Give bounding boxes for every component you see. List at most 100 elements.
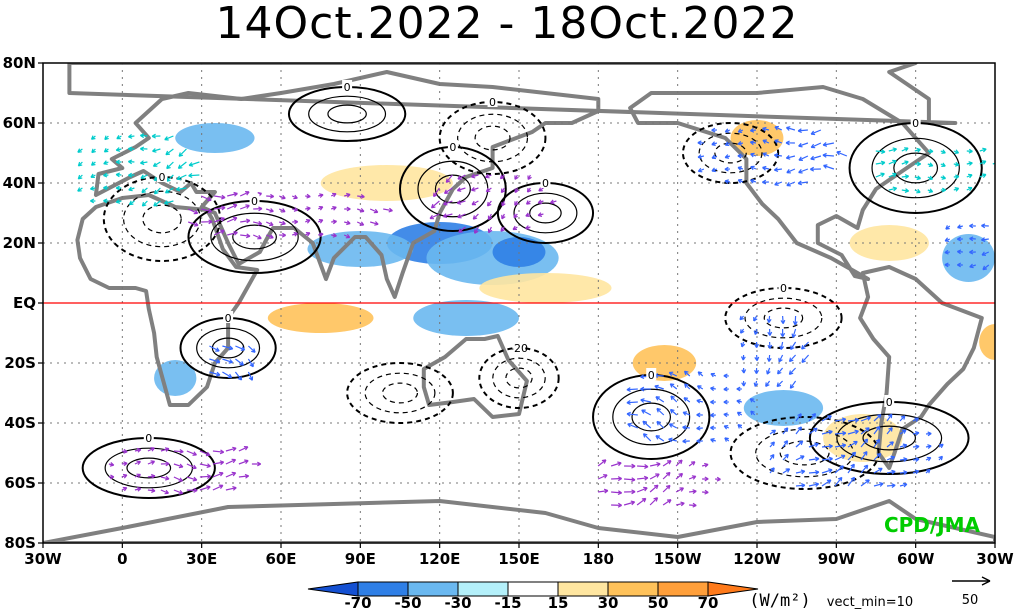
- vector-arrow: [914, 147, 921, 153]
- vector-arrow: [251, 461, 262, 467]
- vector-arrow: [969, 249, 976, 255]
- vector-arrow: [90, 161, 96, 166]
- vector-arrow: [199, 450, 211, 457]
- vector-arrow: [525, 225, 531, 230]
- vector-arrow: [668, 423, 678, 429]
- vector-arrow: [549, 199, 557, 205]
- contour-solid-2: [529, 202, 562, 224]
- contour-label-bg: [646, 368, 657, 380]
- contour-dashed-13: [779, 440, 830, 466]
- vector-arrow: [810, 142, 822, 149]
- contour-label-bg: [249, 194, 260, 206]
- vector-arrow: [443, 187, 453, 194]
- vector-arrow: [979, 160, 987, 165]
- vector-arrow: [798, 168, 809, 174]
- vector-arrow: [626, 387, 638, 392]
- colorbar-level-label: 50: [648, 594, 669, 612]
- vector-arrow: [696, 385, 704, 390]
- vector-arrow: [357, 194, 365, 199]
- vector-arrow: [736, 411, 743, 417]
- vector-arrow: [649, 484, 659, 493]
- vector-arrow: [901, 147, 909, 152]
- lat-tick-label: 80S: [4, 534, 36, 552]
- vector-arrow: [966, 161, 973, 166]
- vector-arrow: [810, 155, 822, 161]
- vector-arrow: [750, 410, 756, 416]
- vector-arrow: [103, 160, 109, 165]
- contour-dashed-14: [714, 142, 747, 164]
- vector-arrow: [370, 221, 379, 226]
- vector-arrow: [711, 141, 718, 146]
- vector-arrow: [944, 249, 950, 255]
- vector-arrow: [187, 208, 199, 215]
- vector-arrow: [611, 502, 623, 508]
- vector-arrow: [116, 134, 122, 140]
- lon-tick-label: 150E: [498, 550, 540, 568]
- vector-arrow: [776, 380, 784, 388]
- vector-arrow: [115, 147, 122, 152]
- colorbar-level-label: -50: [394, 594, 421, 612]
- colorbar-level-label: -30: [444, 594, 471, 612]
- vector-arrow: [139, 146, 148, 152]
- vector-arrow: [344, 192, 351, 198]
- contour-label-bg: [910, 116, 921, 128]
- vector-arrow: [953, 149, 960, 154]
- vector-arrow: [940, 149, 946, 154]
- vector-arrow: [753, 315, 758, 322]
- vector-arrow: [914, 188, 921, 194]
- vector-arrow: [343, 233, 351, 239]
- vector-arrow: [795, 426, 802, 435]
- vector-scale-value: 50: [962, 593, 979, 608]
- vector-arrow: [240, 218, 251, 224]
- vector-arrow: [213, 229, 225, 236]
- coastline-greenland: [67, 63, 958, 125]
- vector-arrow: [940, 175, 947, 180]
- vector-arrow: [212, 484, 224, 491]
- vector-arrow: [723, 425, 730, 430]
- vector-arrow: [944, 237, 951, 242]
- vector-arrow: [914, 175, 922, 181]
- vector-arrow: [597, 459, 607, 467]
- lon-tick-label: 120W: [733, 550, 781, 568]
- vector-arrow: [767, 328, 773, 336]
- vector-arrow: [291, 194, 298, 200]
- vector-arrow: [186, 450, 197, 456]
- vector-arrow: [239, 191, 250, 197]
- vector-arrow: [899, 457, 908, 462]
- vector-arrow: [90, 173, 96, 178]
- vector-arrow: [737, 128, 744, 133]
- vector-arrow: [173, 489, 184, 495]
- vector-arrow: [305, 193, 311, 199]
- vector-arrow: [344, 220, 351, 226]
- vector-arrow: [740, 341, 746, 348]
- vector-arrow: [966, 173, 973, 179]
- anomaly-patch-4: [413, 300, 519, 336]
- vector-arrow: [766, 354, 772, 362]
- vector-arrow: [682, 425, 690, 430]
- vector-arrow: [331, 232, 337, 238]
- vector-arrow: [636, 486, 648, 493]
- contour-dashed-15: [364, 372, 436, 414]
- vector-arrow: [212, 460, 225, 466]
- vector-arrow: [209, 371, 221, 377]
- contour-dashed-11: [763, 307, 804, 329]
- vector-arrow: [749, 398, 756, 403]
- vector-arrow: [925, 431, 932, 437]
- vector-arrow: [786, 168, 796, 174]
- vector-arrow: [173, 476, 183, 482]
- vector-arrow: [982, 264, 990, 271]
- vector-arrow: [810, 129, 822, 136]
- vector-arrow: [513, 213, 518, 219]
- vector-arrow: [537, 199, 544, 205]
- contour-solid-4: [871, 137, 960, 199]
- vector-arrow: [723, 399, 729, 405]
- vector-arrow: [77, 161, 83, 167]
- vector-arrow: [675, 459, 683, 467]
- vector-arrow: [912, 417, 919, 422]
- lon-tick-label: 120E: [419, 550, 461, 568]
- vector-arrow: [227, 191, 238, 197]
- vector-arrow: [128, 186, 135, 192]
- vector-arrow: [330, 192, 337, 198]
- vector-arrow: [626, 399, 638, 405]
- vector-arrow: [222, 371, 233, 379]
